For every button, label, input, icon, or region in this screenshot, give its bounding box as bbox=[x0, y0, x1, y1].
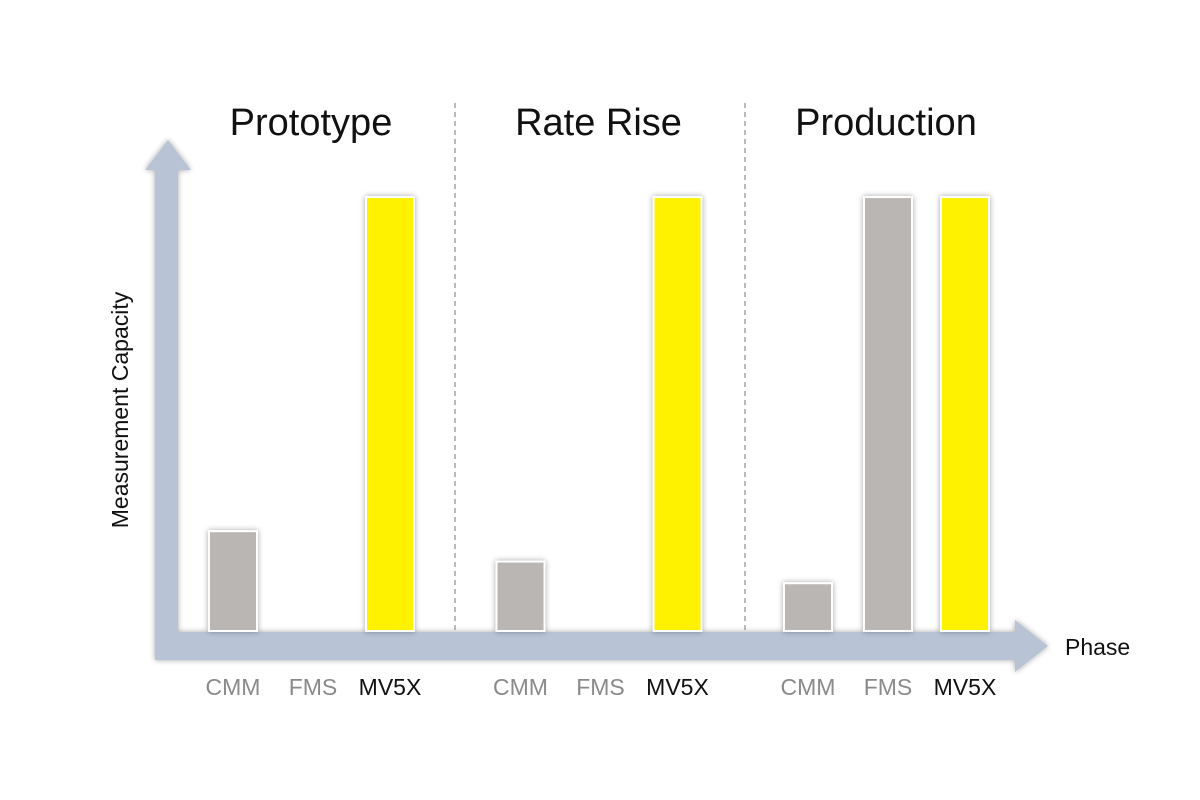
category-label: FMS bbox=[576, 674, 625, 700]
bar bbox=[863, 196, 913, 632]
bar bbox=[783, 582, 833, 633]
group-title: Prototype bbox=[230, 102, 393, 144]
category-label: MV5X bbox=[934, 674, 997, 700]
bar bbox=[940, 196, 990, 632]
category-label: CMM bbox=[493, 674, 548, 700]
y-axis-label: Measurement Capacity bbox=[107, 291, 133, 528]
x-axis-label: Phase bbox=[1065, 634, 1130, 660]
category-label: MV5X bbox=[646, 674, 709, 700]
category-label: FMS bbox=[864, 674, 913, 700]
category-label: CMM bbox=[206, 674, 261, 700]
bar bbox=[208, 530, 258, 632]
bar bbox=[652, 196, 703, 632]
plot: Prototype CMM FMS MV5X Rate Rise CMM FMS MV5X Pr… bbox=[206, 102, 997, 700]
category-label: FMS bbox=[289, 674, 338, 700]
category-label: MV5X bbox=[359, 674, 422, 700]
group-title: Production bbox=[795, 102, 977, 144]
bar bbox=[495, 560, 546, 632]
group-title: Rate Rise bbox=[515, 102, 682, 144]
bar bbox=[365, 196, 415, 632]
category-label: CMM bbox=[781, 674, 836, 700]
